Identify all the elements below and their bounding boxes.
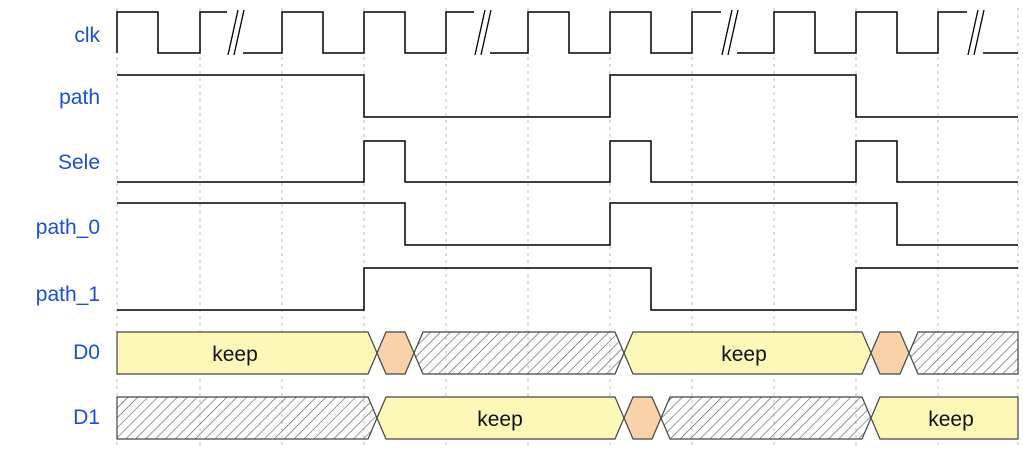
signal-label-path-1: path_1 — [35, 283, 100, 306]
clk-break-mark — [721, 9, 739, 56]
d1-keep-segment — [870, 396, 1019, 440]
signal-label-path-0: path_0 — [35, 216, 100, 239]
clk-break-mark — [474, 9, 492, 56]
d0-bus — [116, 331, 1019, 375]
grid-lines — [116, 8, 1019, 445]
d1-transition-segment — [623, 396, 662, 440]
d1-keep-label: keep — [928, 408, 974, 431]
signal-label-sele: Sele — [57, 151, 100, 174]
signal-label-d0: D0 — [73, 341, 100, 364]
signal-label-d1: D1 — [73, 406, 100, 429]
d0-transition-segment — [870, 331, 910, 375]
d0-transition-segment — [376, 331, 415, 375]
clk-break-mark — [967, 9, 985, 56]
d1-bus — [116, 396, 1019, 440]
signal-label-clk: clk — [74, 24, 100, 47]
path-0-wave — [117, 202, 1018, 246]
d0-dontcare-segment — [413, 331, 625, 375]
path-1-wave — [117, 267, 1018, 311]
d0-keep-label: keep — [721, 343, 767, 366]
d0-keep-segment — [116, 331, 378, 375]
d1-dontcare-segment — [660, 396, 872, 440]
signal-label-path: path — [59, 86, 100, 109]
d0-keep-label: keep — [212, 343, 258, 366]
path-wave — [117, 74, 1018, 118]
clk-break-mark — [227, 9, 245, 56]
d1-dontcare-segment — [116, 396, 378, 440]
d1-keep-label: keep — [477, 408, 523, 431]
d0-dontcare-segment — [908, 331, 1019, 375]
sele-wave — [117, 140, 1018, 183]
clk-wave — [116, 9, 1018, 56]
